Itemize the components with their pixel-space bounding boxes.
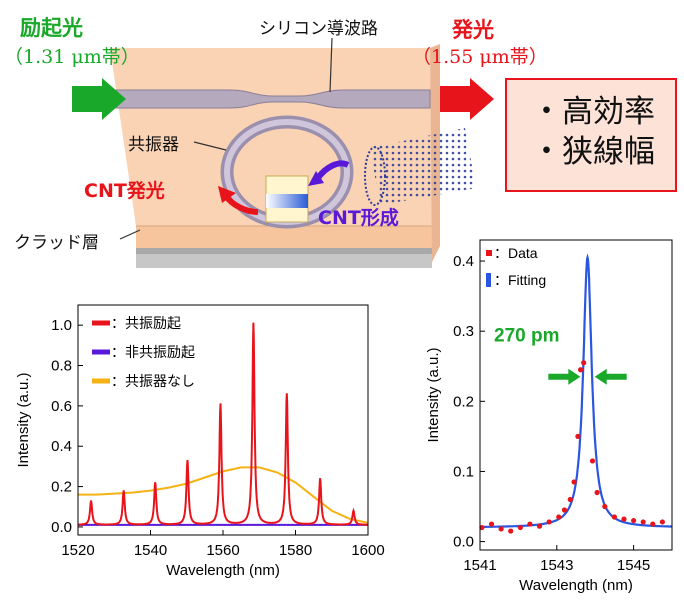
data-point	[650, 521, 656, 527]
data-point	[498, 526, 504, 532]
data-point	[631, 517, 637, 524]
linewidth-legend-swatch-fitting	[486, 273, 491, 287]
spectrum-y-tick-label: 0.4	[51, 438, 72, 455]
data-point	[611, 514, 617, 520]
spectrum-legend-label: ：共振器なし	[111, 373, 195, 389]
spectrum-y-tick-label: 0.6	[51, 398, 72, 415]
emission-arrow	[440, 78, 494, 120]
data-point	[536, 523, 543, 529]
linewidth-x-axis-label: Wavelength (nm)	[519, 577, 633, 594]
result-item-efficiency: ・高効率	[531, 94, 655, 130]
linewidth-plot-frame	[479, 239, 673, 551]
data-point	[556, 514, 562, 520]
result-box: ・高効率 ・狭線幅	[505, 78, 677, 192]
cnt-tube-icon	[364, 128, 476, 206]
excitation-label: 励起光	[20, 16, 83, 40]
cnt-region	[266, 194, 308, 208]
linewidth-y-axis-label: Intensity (a.u.)	[425, 347, 442, 442]
spectrum-x-tick-label: 1580	[279, 542, 312, 559]
linewidth-y-tick-label: 0.3	[453, 323, 474, 340]
substrate-top	[136, 248, 432, 254]
linewidth-y-tick-label: 0.4	[453, 253, 474, 270]
result-item-linewidth: ・狭線幅	[531, 134, 655, 170]
linewidth-x-tick-label: 1541	[463, 557, 496, 574]
fwhm-annotation: 270 pm	[494, 326, 559, 347]
excitation-arrow	[72, 78, 126, 120]
data-point	[589, 458, 596, 464]
linewidth-x-tick-label: 1543	[540, 557, 573, 574]
data-point	[546, 519, 552, 525]
cnt-formation-arrow	[315, 160, 350, 180]
fwhm-arrow-right	[594, 368, 627, 385]
clad-layer-bottom	[136, 226, 432, 248]
spectrum-y-tick-label: 1.0	[51, 317, 72, 334]
fwhm-arrow-left	[548, 368, 581, 385]
spectrum-y-tick-label: 0.8	[51, 358, 72, 375]
emission-label: 発光	[452, 18, 494, 42]
linewidth-y-tick-label: 0.0	[453, 534, 474, 551]
linewidth-chart: 1541 1543 1545 0.0 0.1 0.2 0.3 0.4 ：Data ：Fittin…	[425, 239, 673, 594]
data-point	[602, 503, 608, 510]
spectrum-x-tick-label: 1600	[351, 542, 384, 559]
series-resonant-line	[78, 322, 368, 526]
spectrum-y-axis-label: Intensity (a.u.)	[15, 372, 32, 467]
substrate-layer	[136, 253, 432, 268]
fitting-line	[480, 253, 672, 528]
spectrum-y-tick-label: 0.2	[51, 479, 72, 496]
linewidth-legend-label-data: ：Data	[494, 245, 538, 261]
spectrum-y-tick-label: 0.0	[51, 519, 72, 536]
data-point	[640, 519, 646, 525]
resonator-label: 共振器	[128, 135, 179, 155]
clad-label: クラッド層	[14, 233, 99, 253]
data-point	[575, 433, 581, 439]
spectrum-x-axis-label: Wavelength (nm)	[166, 562, 280, 579]
data-point	[517, 524, 523, 531]
data-point	[578, 367, 584, 373]
spectrum-legend-label: ：非共振励起	[111, 344, 195, 360]
data-point	[479, 524, 485, 531]
device-diagram	[72, 37, 494, 268]
linewidth-y-tick-label: 0.2	[453, 393, 474, 410]
data-point	[581, 360, 587, 366]
spectrum-chart: 1520 1540 1560 1580 1600 0.0 0.2 0.4 0.6 0.8 1.0 ：…	[15, 304, 385, 579]
data-point	[621, 516, 627, 522]
data-point	[659, 519, 665, 525]
linewidth-legend-label-fitting: ：Fitting	[494, 272, 546, 288]
data-point	[571, 479, 577, 485]
data-point	[527, 521, 533, 527]
excitation-band: （1.31 μm帯）	[4, 46, 140, 68]
silicon-waveguide	[111, 89, 431, 109]
emission-band: （1.55 μm帯）	[412, 46, 548, 68]
data-point	[488, 521, 495, 527]
data-point	[567, 496, 573, 503]
spectrum-x-tick-label: 1540	[134, 542, 167, 559]
waveguide-label: シリコン導波路	[259, 19, 378, 39]
spectrum-legend-label: ：共振励起	[111, 315, 181, 331]
data-point	[561, 507, 568, 513]
linewidth-y-tick-label: 0.1	[453, 463, 474, 480]
spectrum-plot-frame	[77, 304, 369, 536]
linewidth-legend-swatch-data	[486, 250, 492, 256]
data-point	[508, 528, 514, 534]
spectrum-x-tick-label: 1560	[206, 542, 239, 559]
spectrum-x-tick-label: 1520	[61, 542, 94, 559]
data-point	[594, 489, 600, 496]
cnt-emission-label: CNT発光	[84, 180, 165, 202]
linewidth-x-tick-label: 1545	[617, 557, 650, 574]
cnt-formation-label: CNT形成	[318, 207, 399, 229]
